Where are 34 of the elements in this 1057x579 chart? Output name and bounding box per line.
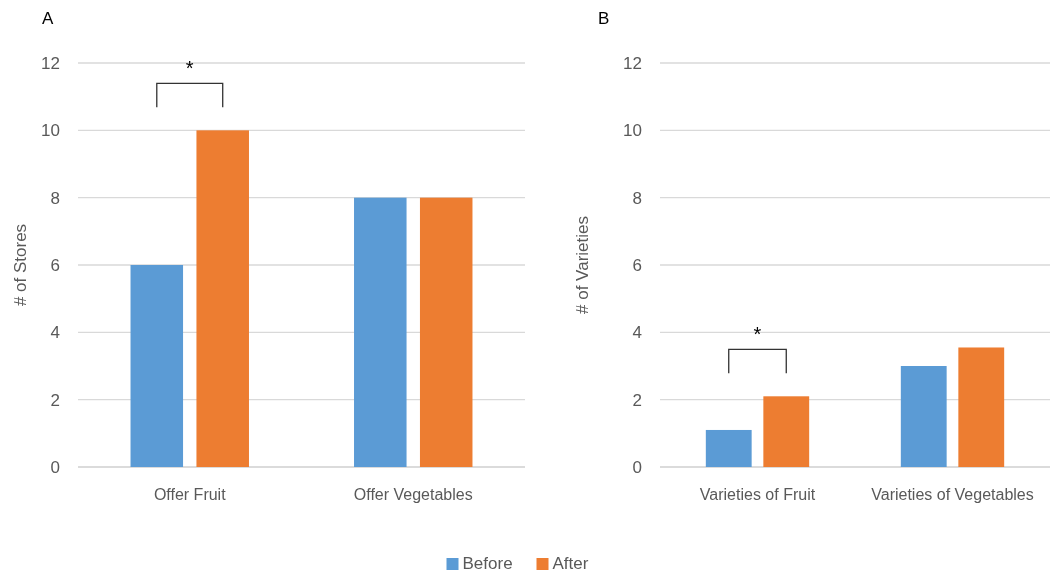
chart-title: B (598, 9, 610, 28)
y-tick-label: 4 (632, 323, 642, 343)
x-tick-label: Offer Fruit (153, 486, 227, 503)
x-tick-label: Varieties of Fruit (699, 486, 816, 503)
annotation: * (753, 323, 762, 346)
y-axis-title: # of Varieties (572, 216, 592, 314)
y-tick-label: 6 (50, 255, 60, 275)
bar (763, 396, 810, 467)
x-tick-label: Offer Vegetables (353, 486, 473, 503)
x-tick-label: Varieties of Vegetables (871, 486, 1034, 503)
y-tick-label: 12 (623, 53, 642, 73)
bar (196, 130, 249, 467)
y-tick-label: 6 (632, 255, 642, 275)
y-tick-label: 12 (41, 53, 60, 73)
y-axis-title: # of Stores (10, 223, 30, 307)
y-tick-label: 0 (632, 457, 642, 477)
y-tick-label: 4 (50, 323, 60, 343)
y-tick-label: 10 (623, 121, 642, 141)
bar (958, 347, 1005, 467)
bar (900, 366, 947, 467)
y-tick-label: 0 (50, 457, 60, 477)
bar (705, 429, 752, 467)
y-tick-label: 2 (50, 390, 60, 410)
bar (419, 197, 473, 467)
legend-label: Before (462, 554, 513, 573)
chart-title: A (42, 9, 54, 28)
bar (130, 265, 184, 467)
y-tick-label: 10 (41, 121, 60, 141)
legend-label: After (552, 554, 589, 573)
bar (354, 197, 407, 467)
y-tick-label: 8 (50, 188, 60, 208)
annotation: * (185, 57, 194, 80)
y-tick-label: 8 (632, 188, 642, 208)
y-tick-label: 2 (632, 390, 642, 410)
